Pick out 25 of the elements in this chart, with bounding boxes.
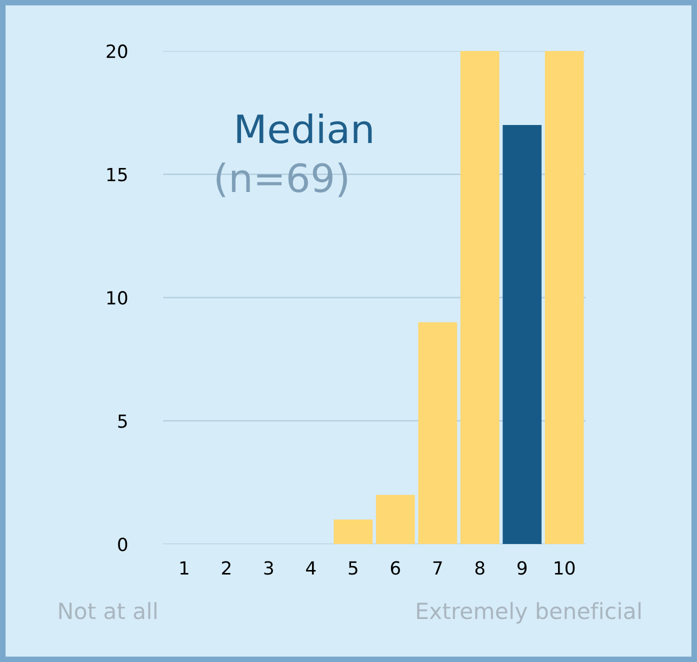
y-tick-label: 20 [106,44,128,58]
bar [376,494,415,544]
bar [334,520,373,544]
x-tick-label: 1 [180,561,188,575]
bar [460,50,500,544]
x-tick-label: 10 [554,561,575,575]
x-tick-label: 9 [518,561,527,575]
bar [502,124,542,544]
x-tick-label: 7 [433,561,442,575]
x-tick-label: 4 [306,561,316,575]
annotation: (n=69) [216,162,347,198]
x-tick-label: 6 [390,561,400,575]
text: Not at all [59,602,156,620]
y-tick-label: 10 [107,291,128,305]
y-tick-label: 5 [118,414,127,428]
y-tick-label: 15 [107,168,127,182]
x-tick-label: 5 [348,561,358,575]
annotation: Median [237,113,372,144]
y-tick-label: 0 [118,538,128,552]
x-tick-label: 3 [264,561,273,575]
x-tick-label: 8 [475,561,484,575]
text: Extremely beneficial [417,602,641,624]
x-tick-label: 2 [222,561,230,575]
bar [544,50,584,544]
bar [418,322,458,544]
